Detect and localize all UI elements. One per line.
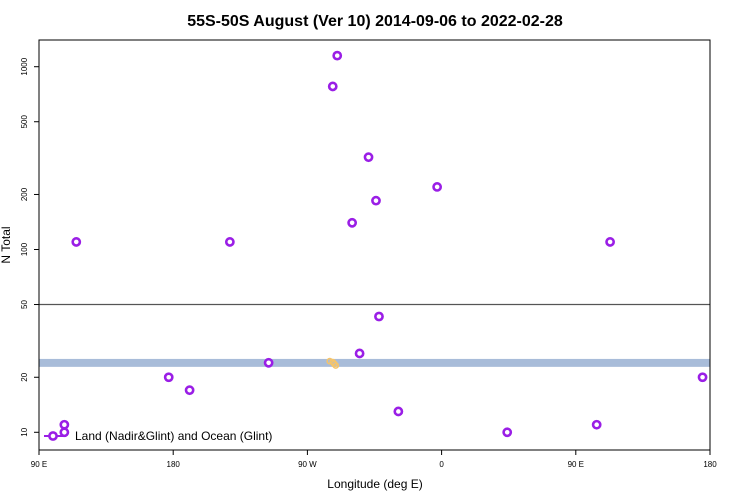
highlight-band	[39, 358, 710, 367]
legend-marker	[48, 431, 58, 441]
x-tick-label: 90 E	[31, 460, 47, 469]
data-point	[371, 195, 381, 206]
y-tick-label: 100	[20, 242, 29, 256]
data-points-layer	[59, 50, 708, 438]
data-point	[224, 237, 235, 247]
data-point	[697, 372, 708, 383]
x-tick-label: 0	[439, 460, 444, 469]
data-point	[332, 50, 343, 61]
data-point	[374, 311, 384, 322]
data-point	[354, 348, 365, 359]
x-tick-label: 90 W	[298, 460, 317, 469]
data-point	[502, 427, 513, 438]
data-point	[591, 419, 602, 430]
y-tick-label: 1000	[20, 57, 29, 75]
y-axis-label: N Total	[0, 226, 13, 263]
legend: Land (Nadir&Glint) and Ocean (Glint)	[44, 429, 272, 443]
y-tick-label: 500	[20, 115, 29, 129]
faint-marker-layer	[326, 357, 340, 369]
x-axis-ticks: 90 E 180 90 W 0 90 E 180	[31, 450, 717, 469]
data-point	[59, 419, 70, 430]
chart-title: 55S-50S August (Ver 10) 2014-09-06 to 20…	[187, 13, 563, 30]
data-point	[184, 385, 195, 396]
x-axis-label: Longitude (deg E)	[327, 477, 422, 491]
legend-entry-label: Land (Nadir&Glint) and Ocean (Glint)	[75, 429, 272, 443]
faint-marker	[332, 362, 340, 369]
data-point	[432, 182, 443, 192]
data-point	[59, 427, 70, 438]
data-point	[393, 406, 404, 417]
data-point	[327, 81, 338, 92]
highlight-band-layer	[39, 358, 710, 367]
x-tick-label: 180	[167, 460, 181, 469]
x-tick-label: 180	[703, 460, 717, 469]
data-point	[605, 237, 615, 247]
data-point	[363, 152, 374, 163]
y-tick-label: 10	[20, 427, 29, 436]
x-tick-label: 90 E	[568, 460, 584, 469]
y-tick-label: 200	[20, 187, 29, 201]
y-tick-label: 50	[20, 300, 29, 309]
data-point	[71, 237, 82, 247]
plot-frame	[38, 39, 711, 451]
data-point	[347, 217, 358, 228]
y-tick-label: 20	[20, 372, 29, 381]
data-point	[163, 372, 174, 383]
data-point	[263, 357, 274, 368]
y-axis-ticks: 10 20 50 100 200 500 1000	[20, 57, 39, 437]
